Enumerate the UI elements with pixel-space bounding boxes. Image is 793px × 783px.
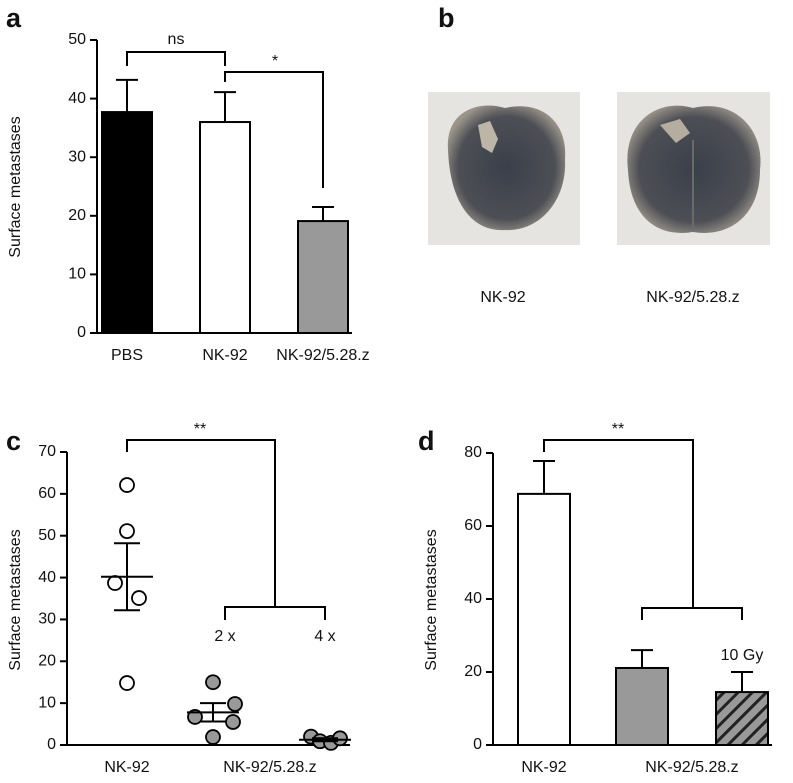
data-point xyxy=(205,674,221,691)
bracket xyxy=(126,439,276,607)
data-point xyxy=(119,477,135,493)
y-axis-label: Surface metastases xyxy=(7,529,24,670)
y-tick-label: 0 xyxy=(473,736,482,753)
data-point xyxy=(119,523,135,540)
y-tick-label: 40 xyxy=(464,590,482,607)
data-point xyxy=(107,575,123,591)
image-caption: NK-92 xyxy=(480,289,525,306)
data-point xyxy=(225,714,241,730)
y-tick-label: 10 xyxy=(68,266,86,283)
bar xyxy=(715,691,769,747)
sem-bar xyxy=(312,737,338,743)
x-tick-label: PBS xyxy=(111,347,143,364)
x-tick-label: NK-92/5.28.z xyxy=(276,347,369,364)
y-tick-label: 30 xyxy=(68,148,86,165)
lung-image xyxy=(617,92,770,245)
y-tick-label: 70 xyxy=(38,443,56,460)
error-bar xyxy=(533,460,555,494)
annotation: * xyxy=(272,53,278,70)
panel-label: c xyxy=(6,426,21,456)
sem-bar xyxy=(200,702,226,723)
y-tick-label: 60 xyxy=(38,485,56,502)
y-tick-label: 40 xyxy=(68,90,86,107)
error-bar xyxy=(214,91,236,123)
y-tick-label: 20 xyxy=(464,663,482,680)
data-point xyxy=(205,729,221,745)
y-tick-label: 10 xyxy=(38,694,56,711)
group-label: 4 x xyxy=(314,628,335,645)
annotation: ** xyxy=(194,421,206,438)
panel-label: b xyxy=(438,3,455,33)
data-point xyxy=(119,675,135,691)
bar xyxy=(615,666,669,746)
bar-label: 10 Gy xyxy=(721,647,764,664)
error-bar xyxy=(312,206,334,222)
y-tick-label: 0 xyxy=(47,736,56,753)
y-tick-label: 40 xyxy=(38,569,56,586)
data-point xyxy=(187,709,203,725)
y-tick-label: 80 xyxy=(464,444,482,461)
x-tick-label: NK-92 xyxy=(104,759,149,776)
y-axis-label: Surface metastases xyxy=(7,116,24,257)
y-tick-label: 20 xyxy=(68,207,86,224)
error-bar xyxy=(116,78,138,113)
image-caption: NK-92/5.28.z xyxy=(646,289,739,306)
annotation: ns xyxy=(168,31,185,48)
data-point xyxy=(227,696,243,712)
bracket xyxy=(224,71,324,188)
annotation: ** xyxy=(612,421,624,438)
bracket xyxy=(126,51,226,66)
y-tick-label: 50 xyxy=(68,31,86,48)
panel-label: a xyxy=(6,3,22,33)
panel-label: d xyxy=(418,426,435,456)
x-tick-label: NK-92 xyxy=(202,347,247,364)
group-label: 2 x xyxy=(214,628,235,645)
x-tick-label: NK-92/5.28.z xyxy=(223,759,316,776)
y-tick-label: 60 xyxy=(464,517,482,534)
y-tick-label: 20 xyxy=(38,653,56,670)
error-bar xyxy=(731,671,753,693)
bracket xyxy=(641,607,743,620)
x-tick-label: NK-92/5.28.z xyxy=(645,759,738,776)
lung-image xyxy=(428,92,580,245)
bar xyxy=(199,121,251,335)
y-tick-label: 0 xyxy=(77,324,86,341)
bar xyxy=(297,220,349,335)
bracket xyxy=(224,606,326,620)
y-tick-label: 30 xyxy=(38,611,56,628)
bar xyxy=(517,492,571,746)
x-tick-label: NK-92 xyxy=(521,759,566,776)
bracket xyxy=(543,439,694,608)
data-point xyxy=(131,590,147,606)
y-tick-label: 50 xyxy=(38,527,56,544)
bar xyxy=(101,111,153,334)
sem-bar xyxy=(114,542,140,612)
y-axis-label: Surface metastases xyxy=(423,529,440,670)
error-bar xyxy=(631,649,653,668)
